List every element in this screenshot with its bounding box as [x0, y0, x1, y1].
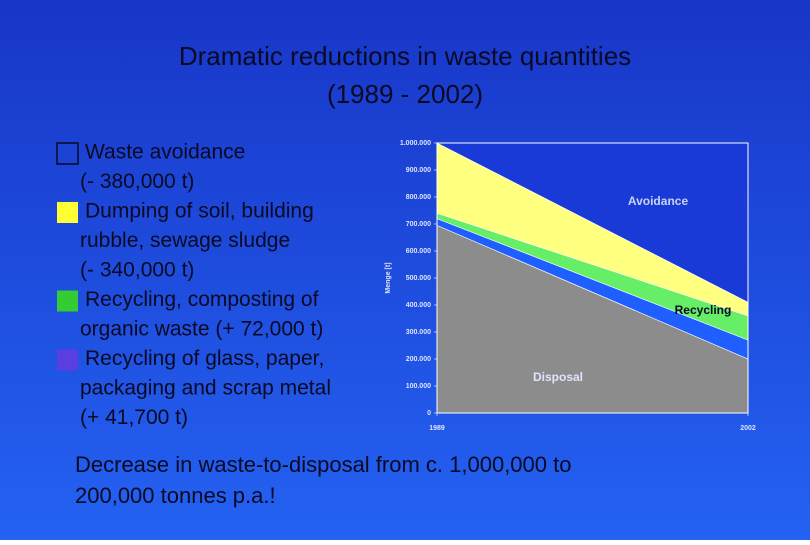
annotation: Recycling: [675, 303, 732, 317]
bullet-square: [57, 290, 78, 312]
annotation: Avoidance: [628, 194, 689, 208]
annotation: Disposal: [533, 370, 583, 384]
footer-text: 200,000 tonnes p.a.!: [75, 483, 276, 508]
bullet-text: (+ 41,700 t): [80, 406, 188, 429]
title: Dramatic reductions in waste quantities: [179, 41, 631, 71]
bullet-text: (- 340,000 t): [80, 259, 194, 282]
y-tick-label: 0: [427, 410, 431, 417]
bullet-text: rubble, sewage sludge: [80, 229, 290, 252]
bullet-text: Recycling of glass, paper,: [85, 347, 324, 370]
y-tick-label: 400.000: [406, 302, 431, 309]
subtitle: (1989 - 2002): [327, 79, 483, 109]
footer-text: Decrease in waste-to-disposal from c. 1,…: [75, 452, 571, 477]
y-tick-label: 100.000: [406, 383, 431, 390]
bullet-text: Recycling, composting of: [85, 288, 319, 311]
bullet-square: [57, 202, 78, 223]
bullet-text: packaging and scrap metal: [80, 377, 331, 400]
y-tick-label: 500.000: [406, 275, 431, 282]
y-tick-label: 700.000: [406, 221, 431, 228]
x-tick-label: 2002: [740, 425, 756, 432]
y-tick-label: 300.000: [406, 329, 431, 336]
bullet-text: organic waste (+ 72,000 t): [80, 318, 323, 341]
y-tick-label: 800.000: [406, 194, 431, 201]
y-tick-label: 200.000: [406, 356, 431, 363]
bullet-text: Waste avoidance: [85, 141, 245, 164]
bullet-square: [57, 349, 78, 371]
y-axis-label: Menge [t]: [385, 262, 392, 293]
bullet-square: [56, 142, 79, 165]
x-tick-label: 1989: [429, 425, 445, 432]
y-tick-label: 600.000: [406, 248, 431, 255]
bullet-text: (- 380,000 t): [80, 170, 194, 193]
y-tick-label: 1.000.000: [400, 140, 431, 147]
bullet-text: Dumping of soil, building: [85, 200, 314, 223]
y-tick-label: 900.000: [406, 167, 431, 174]
